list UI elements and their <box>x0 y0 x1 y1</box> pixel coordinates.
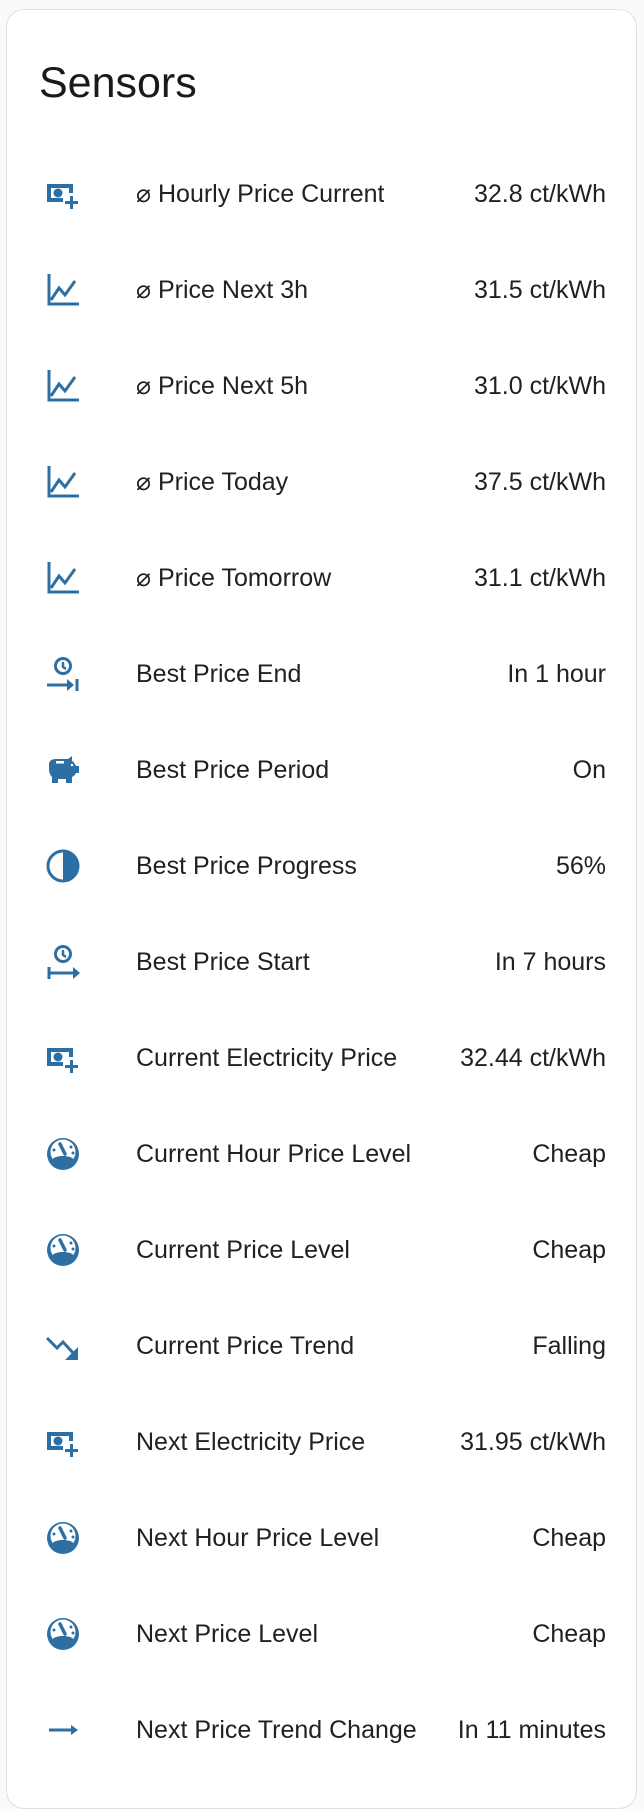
sensor-name: Best Price Period <box>136 755 330 784</box>
arrow-right-icon <box>43 1710 83 1750</box>
card-title: Sensors <box>39 59 197 107</box>
sensor-row[interactable]: Next Electricity Price 31.95 ct/kWh <box>7 1394 638 1490</box>
chart-line-icon <box>43 270 83 310</box>
gauge-low-icon <box>43 1518 83 1558</box>
sensor-value: 31.95 ct/kWh <box>460 1427 606 1456</box>
sensor-name: Next Electricity Price <box>136 1427 366 1456</box>
sensor-value: 31.1 ct/kWh <box>474 563 606 592</box>
sensor-value: 32.44 ct/kWh <box>460 1043 606 1072</box>
cash-plus-icon <box>43 174 83 214</box>
gauge-low-icon <box>43 1134 83 1174</box>
sensor-value: In 7 hours <box>494 947 606 976</box>
sensor-name: Best Price Progress <box>136 851 357 880</box>
sensor-value: Cheap <box>532 1523 606 1552</box>
piggy-bank-icon <box>43 750 83 790</box>
sensor-row[interactable]: Current Price Trend Falling <box>7 1298 638 1394</box>
sensor-value: In 1 hour <box>507 659 606 688</box>
sensor-name: Best Price End <box>136 659 302 688</box>
sensor-row[interactable]: Next Hour Price Level Cheap <box>7 1490 638 1586</box>
sensor-name: Current Price Trend <box>136 1331 355 1360</box>
sensor-value: Falling <box>532 1331 606 1360</box>
sensor-row[interactable]: Current Hour Price Level Cheap <box>7 1106 638 1202</box>
trending-down-icon <box>43 1326 83 1366</box>
sensor-name: Best Price Start <box>136 947 310 976</box>
sensor-row[interactable]: Current Electricity Price 32.44 ct/kWh <box>7 1010 638 1106</box>
sensor-value: 56% <box>555 851 606 880</box>
circle-half-icon <box>43 846 83 886</box>
sensor-name: ⌀ Hourly Price Current <box>136 180 385 208</box>
sensor-name: Current Price Level <box>136 1235 350 1264</box>
gauge-low-icon <box>43 1230 83 1270</box>
chart-line-icon <box>43 558 83 598</box>
chart-line-icon <box>43 366 83 406</box>
sensor-name: ⌀ Price Tomorrow <box>136 564 332 592</box>
sensor-name: Next Price Level <box>136 1619 319 1648</box>
sensor-row[interactable]: Current Price Level Cheap <box>7 1202 638 1298</box>
sensor-name: Next Hour Price Level <box>136 1523 380 1552</box>
sensor-value: In 11 minutes <box>457 1715 606 1744</box>
sensor-value: 32.8 ct/kWh <box>474 179 606 208</box>
sensor-value: On <box>572 755 606 784</box>
sensor-name: Current Hour Price Level <box>136 1139 412 1168</box>
sensor-row[interactable]: ⌀ Price Next 5h 31.0 ct/kWh <box>7 338 638 434</box>
cash-plus-icon <box>43 1422 83 1462</box>
clock-end-icon <box>43 654 83 694</box>
sensor-name: ⌀ Price Today <box>136 468 289 496</box>
sensor-row[interactable]: Next Price Trend Change In 11 minutes <box>7 1682 638 1778</box>
sensor-value: 31.0 ct/kWh <box>474 371 606 400</box>
sensor-value: Cheap <box>532 1139 606 1168</box>
sensor-row[interactable]: ⌀ Price Next 3h 31.5 ct/kWh <box>7 242 638 338</box>
sensor-row[interactable]: Best Price End In 1 hour <box>7 626 638 722</box>
sensor-row[interactable]: Best Price Start In 7 hours <box>7 914 638 1010</box>
sensor-value: 37.5 ct/kWh <box>474 467 606 496</box>
sensor-row[interactable]: ⌀ Price Tomorrow 31.1 ct/kWh <box>7 530 638 626</box>
sensor-row[interactable]: Next Price Level Cheap <box>7 1586 638 1682</box>
sensor-name: ⌀ Price Next 5h <box>136 372 309 400</box>
sensor-row[interactable]: ⌀ Price Today 37.5 ct/kWh <box>7 434 638 530</box>
sensor-value: Cheap <box>532 1619 606 1648</box>
sensor-row[interactable]: Best Price Period On <box>7 722 638 818</box>
sensor-row[interactable]: ⌀ Hourly Price Current 32.8 ct/kWh <box>7 146 638 242</box>
sensor-value: 31.5 ct/kWh <box>474 275 606 304</box>
gauge-low-icon <box>43 1614 83 1654</box>
sensor-row[interactable]: Best Price Progress 56% <box>7 818 638 914</box>
chart-line-icon <box>43 462 83 502</box>
cash-plus-icon <box>43 1038 83 1078</box>
sensor-value: Cheap <box>532 1235 606 1264</box>
sensor-name: ⌀ Price Next 3h <box>136 276 309 304</box>
sensor-name: Current Electricity Price <box>136 1043 398 1072</box>
sensors-card: Sensors ⌀ Hourly Price Current 32.8 ct/kW… <box>6 9 637 1809</box>
sensor-name: Next Price Trend Change <box>136 1715 417 1744</box>
clock-start-icon <box>43 942 83 982</box>
